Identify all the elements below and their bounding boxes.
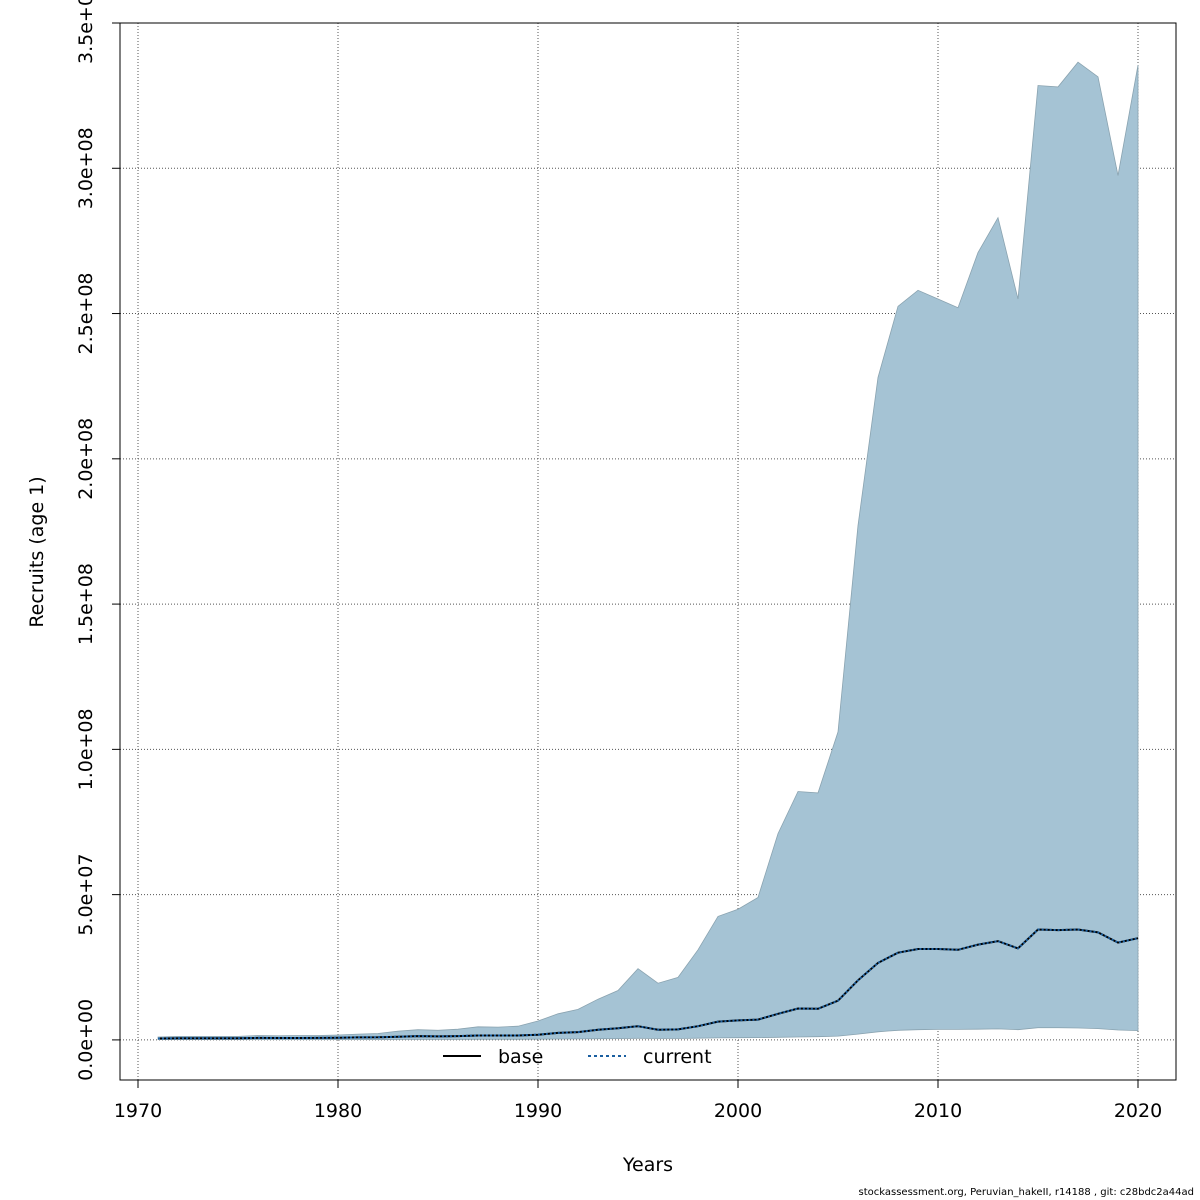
legend: base current xyxy=(443,1046,712,1068)
x-tick-label: 1990 xyxy=(514,1100,562,1122)
y-tick-label: 2.0e+08 xyxy=(75,418,97,500)
x-tick-label: 2020 xyxy=(1114,1100,1162,1122)
x-axis: 1970 1980 1990 2000 2010 2020 xyxy=(114,1079,1162,1122)
x-tick-label: 1970 xyxy=(114,1100,162,1122)
y-tick-label: 3.5e+08 xyxy=(75,0,97,64)
y-axis-title: Recruits (age 1) xyxy=(26,476,48,627)
y-tick-label: 0.0e+00 xyxy=(75,999,97,1081)
x-tick-label: 2000 xyxy=(714,1100,762,1122)
x-tick-label: 1980 xyxy=(314,1100,362,1122)
legend-current-label: current xyxy=(643,1046,712,1068)
y-tick-label: 1.0e+08 xyxy=(75,708,97,790)
confidence-band xyxy=(157,61,1139,1040)
series-line-base xyxy=(157,928,1139,1040)
series-lines xyxy=(157,928,1139,1040)
x-tick-label: 2010 xyxy=(914,1100,962,1122)
legend-base-label: base xyxy=(498,1046,543,1068)
footer-credit: stockassessment.org, Peruvian_hakeII, r1… xyxy=(858,1187,1194,1198)
y-tick-label: 2.5e+08 xyxy=(75,272,97,354)
y-tick-label: 1.5e+08 xyxy=(75,563,97,645)
y-tick-label: 3.0e+08 xyxy=(75,127,97,209)
y-tick-label: 5.0e+07 xyxy=(75,854,97,936)
confidence-interval-area xyxy=(157,61,1139,1040)
y-axis: 0.0e+00 5.0e+07 1.0e+08 1.5e+08 2.0e+08 2.5e+… xyxy=(75,0,121,1081)
x-axis-title: Years xyxy=(622,1154,673,1176)
